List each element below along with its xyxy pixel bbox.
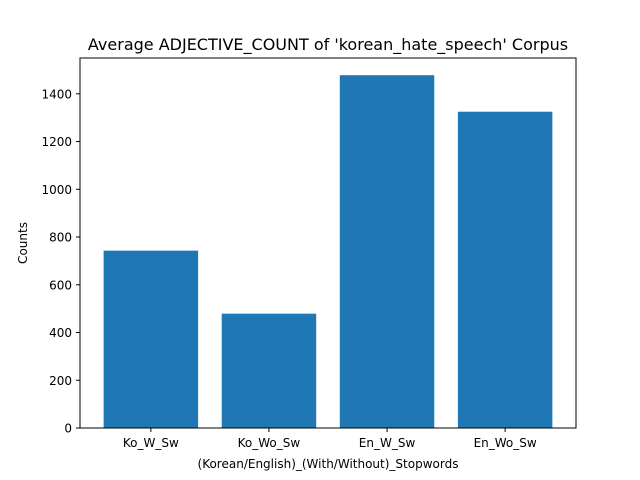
x-axis-ticks: Ko_W_Sw Ko_Wo_Sw En_W_Sw En_Wo_Sw [123, 428, 537, 450]
y-tick-label: 800 [49, 231, 72, 245]
y-tick-label: 1000 [41, 183, 72, 197]
y-tick-label: 0 [64, 422, 72, 436]
y-tick-label: 400 [49, 326, 72, 340]
x-tick-label: Ko_Wo_Sw [238, 436, 301, 450]
x-tick-label: En_Wo_Sw [474, 436, 537, 450]
y-tick-label: 1200 [41, 135, 72, 149]
bar-ko-w-sw [103, 250, 199, 428]
y-axis-label: Counts [16, 222, 30, 264]
x-tick-label: Ko_W_Sw [123, 436, 179, 450]
y-tick-label: 600 [49, 278, 72, 292]
y-tick-label: 1400 [41, 87, 72, 101]
plot-area-frame [79, 57, 577, 429]
x-tick-label: En_W_Sw [359, 436, 416, 450]
bar-ko-wo-sw [221, 313, 317, 428]
chart-title: Average ADJECTIVE_COUNT of 'korean_hate_… [88, 35, 568, 55]
bars-group [103, 75, 553, 429]
y-tick-label: 200 [49, 374, 72, 388]
bar-en-wo-sw [457, 111, 553, 429]
bar-en-w-sw [339, 75, 435, 428]
x-axis-label: (Korean/English)_(With/Without)_Stopword… [198, 457, 459, 471]
y-axis-ticks: 0 200 400 600 800 1000 1200 1400 [41, 87, 80, 436]
